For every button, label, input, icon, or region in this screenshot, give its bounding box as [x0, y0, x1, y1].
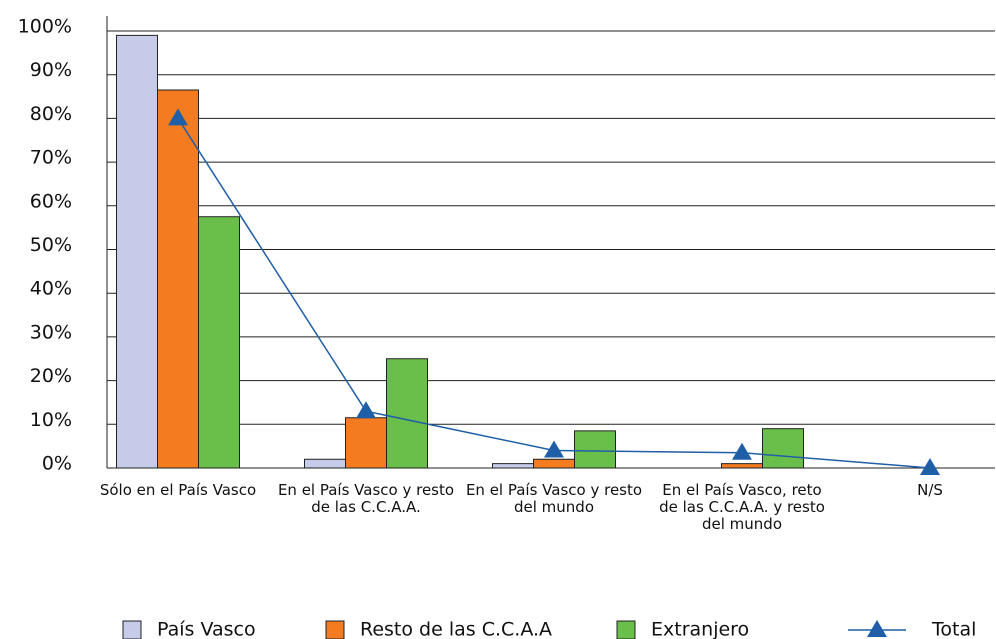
y-tick-label: 0%	[42, 453, 72, 475]
x-tick-label: En el País Vasco y resto del mundo	[465, 481, 643, 516]
bar	[304, 458, 346, 469]
x-tick-label: N/S	[917, 481, 943, 499]
bar	[198, 216, 240, 469]
line-marker	[168, 108, 188, 126]
bar	[345, 417, 387, 469]
legend-swatch	[122, 620, 142, 639]
legend-label: Extranjero	[651, 619, 749, 639]
x-tick-label: Sólo en el País Vasco	[99, 481, 257, 499]
legend-marker	[867, 620, 887, 637]
y-tick-label: 90%	[30, 59, 72, 81]
y-tick-label: 50%	[30, 234, 72, 256]
y-tick-label: 20%	[30, 365, 72, 387]
legend-label: Resto de las C.C.A.A	[360, 619, 552, 639]
bar	[721, 463, 763, 469]
y-tick-label: 80%	[30, 103, 72, 125]
legend-swatch	[616, 620, 636, 639]
legend-swatch	[325, 620, 345, 639]
y-tick-label: 40%	[30, 278, 72, 300]
x-tick-label: En el País Vasco y resto de las C.C.A.A.	[277, 481, 455, 516]
line-marker	[732, 442, 752, 460]
bar	[386, 358, 428, 469]
y-tick-label: 30%	[30, 321, 72, 343]
x-tick-label: En el País Vasco, reto de las C.C.A.A. y…	[659, 481, 825, 533]
line-marker	[920, 458, 940, 475]
y-tick-label: 10%	[30, 409, 72, 431]
y-tick-label: 70%	[30, 147, 72, 169]
bar	[533, 458, 575, 469]
bar	[574, 430, 616, 469]
bar	[762, 428, 804, 469]
legend-label: Total	[931, 619, 976, 639]
y-tick-label: 100%	[18, 16, 72, 38]
line-marker	[356, 401, 376, 419]
y-tick-label: 60%	[30, 190, 72, 212]
bar	[157, 89, 199, 469]
legend-label: País Vasco	[157, 619, 256, 639]
bar	[116, 34, 158, 469]
bar	[492, 463, 534, 469]
line-marker	[544, 440, 564, 458]
